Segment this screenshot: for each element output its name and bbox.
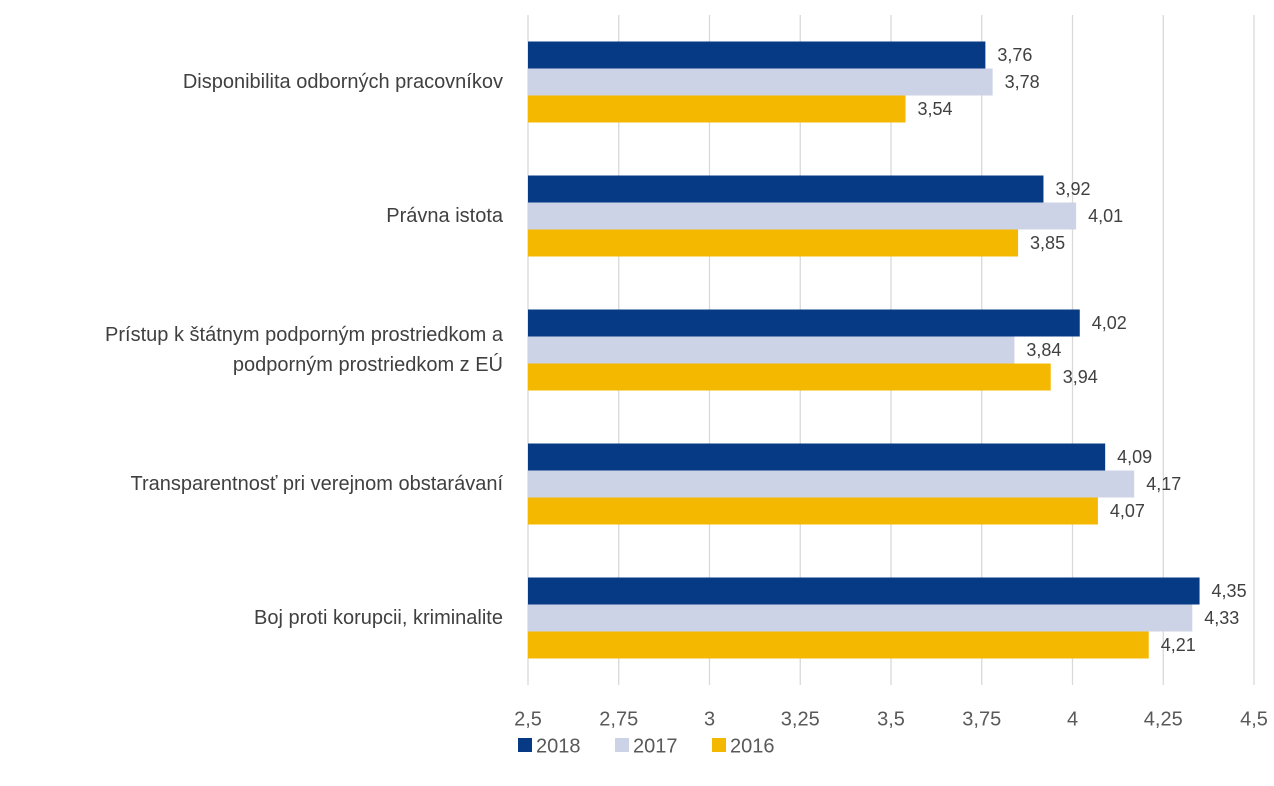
legend-label: 2016	[730, 735, 775, 757]
bar	[528, 309, 1080, 337]
legend-swatch	[615, 738, 629, 752]
bar	[528, 363, 1051, 391]
value-label: 3,54	[918, 99, 953, 119]
bar	[528, 336, 1015, 364]
bar	[528, 175, 1044, 203]
bar	[528, 68, 993, 96]
bar	[528, 470, 1135, 498]
category-label: Právna istota	[386, 205, 503, 227]
x-tick-label: 2,5	[514, 708, 542, 730]
value-label: 4,02	[1092, 313, 1127, 333]
x-tick-label: 3	[704, 708, 715, 730]
legend-swatch	[712, 738, 726, 752]
bar	[528, 443, 1106, 471]
category-label: Transparentnosť pri verejnom obstarávaní	[130, 473, 504, 495]
x-tick-label: 3,75	[962, 708, 1001, 730]
value-label: 4,09	[1117, 447, 1152, 467]
legend-label: 2017	[633, 735, 678, 757]
bar	[528, 41, 986, 69]
value-label: 3,84	[1026, 340, 1061, 360]
value-label: 3,92	[1055, 179, 1090, 199]
bar	[528, 497, 1098, 525]
category-label: Boj proti korupcii, kriminalite	[254, 607, 503, 629]
bar	[528, 202, 1077, 230]
value-label: 4,35	[1212, 581, 1247, 601]
bar	[528, 229, 1019, 257]
value-label: 4,17	[1146, 474, 1181, 494]
value-label: 4,33	[1204, 608, 1239, 628]
bar	[528, 95, 906, 123]
legend-swatch	[518, 738, 532, 752]
value-label: 3,85	[1030, 233, 1065, 253]
x-tick-label: 3,25	[781, 708, 820, 730]
x-tick-label: 4,5	[1240, 708, 1268, 730]
category-label: Disponibilita odborných pracovníkov	[182, 71, 503, 93]
x-tick-label: 2,75	[599, 708, 638, 730]
value-label: 3,76	[997, 45, 1032, 65]
value-label: 3,78	[1005, 72, 1040, 92]
value-label: 4,01	[1088, 206, 1123, 226]
bar	[528, 604, 1193, 632]
x-tick-label: 3,5	[877, 708, 905, 730]
category-label: Prístup k štátnym podporným prostriedkom…	[105, 324, 503, 376]
legend-label: 2018	[536, 735, 581, 757]
value-label: 4,21	[1161, 635, 1196, 655]
bar	[528, 631, 1149, 659]
x-tick-label: 4,25	[1144, 708, 1183, 730]
value-label: 4,07	[1110, 501, 1145, 521]
bar	[528, 577, 1200, 605]
x-tick-label: 4	[1067, 708, 1078, 730]
value-label: 3,94	[1063, 367, 1098, 387]
